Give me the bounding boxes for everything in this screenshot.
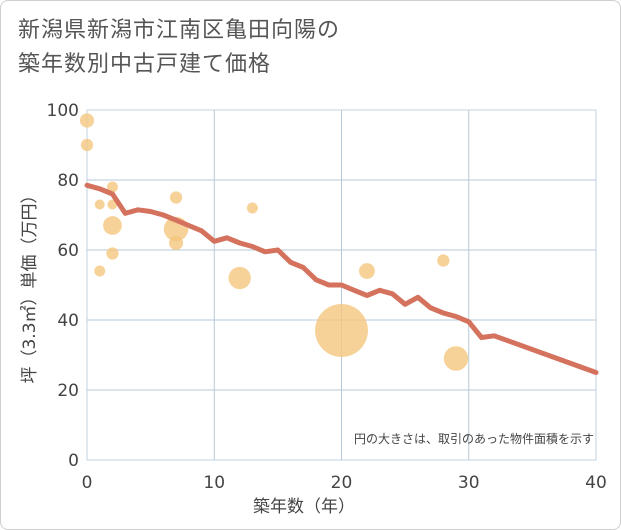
y-tick-label: 0	[68, 451, 79, 471]
y-tick-label: 40	[57, 311, 79, 331]
trend-line	[84, 182, 599, 375]
chart-title-line-1: 新潟県新潟市江南区亀田向陽の	[18, 18, 341, 43]
x-tick-label: 30	[458, 473, 480, 493]
data-bubble	[443, 346, 469, 371]
chart-title-line-2: 築年数別中古戸建て価格	[18, 52, 272, 77]
bubble-series	[79, 113, 469, 371]
x-tick-label: 0	[82, 473, 93, 493]
data-bubble	[228, 266, 251, 290]
data-bubble	[106, 181, 118, 193]
y-tick-label: 20	[57, 381, 79, 401]
data-bubble	[106, 247, 119, 260]
data-bubble	[169, 235, 184, 251]
data-bubble	[80, 138, 94, 152]
x-axis-label: 築年数（年）	[253, 497, 355, 517]
y-axis-label: 坪（3.3㎡）単価（万円）	[20, 186, 40, 383]
data-bubble	[246, 202, 258, 214]
bubble-size-note: 円の大きさは、取引のあった物件面積を示す	[354, 431, 594, 446]
data-bubble	[359, 263, 375, 279]
data-bubble	[103, 216, 122, 235]
data-bubble	[315, 304, 368, 357]
axis-ticks: 0 10 20 30 40 0 20 40 60 80 100	[47, 101, 607, 493]
chart-title: 新潟県新潟市江南区亀田向陽の 築年数別中古戸建て価格	[18, 14, 340, 82]
trend-series	[84, 182, 599, 375]
data-bubble	[79, 113, 95, 128]
data-bubble	[169, 191, 183, 204]
x-tick-label: 20	[331, 473, 353, 493]
data-bubble	[437, 254, 450, 267]
y-tick-label: 60	[57, 241, 79, 261]
y-tick-label: 100	[47, 101, 79, 121]
x-tick-label: 40	[585, 473, 607, 493]
data-bubble	[94, 199, 105, 210]
x-tick-label: 10	[203, 473, 225, 493]
y-tick-label: 80	[57, 171, 79, 191]
data-bubble	[94, 265, 106, 277]
